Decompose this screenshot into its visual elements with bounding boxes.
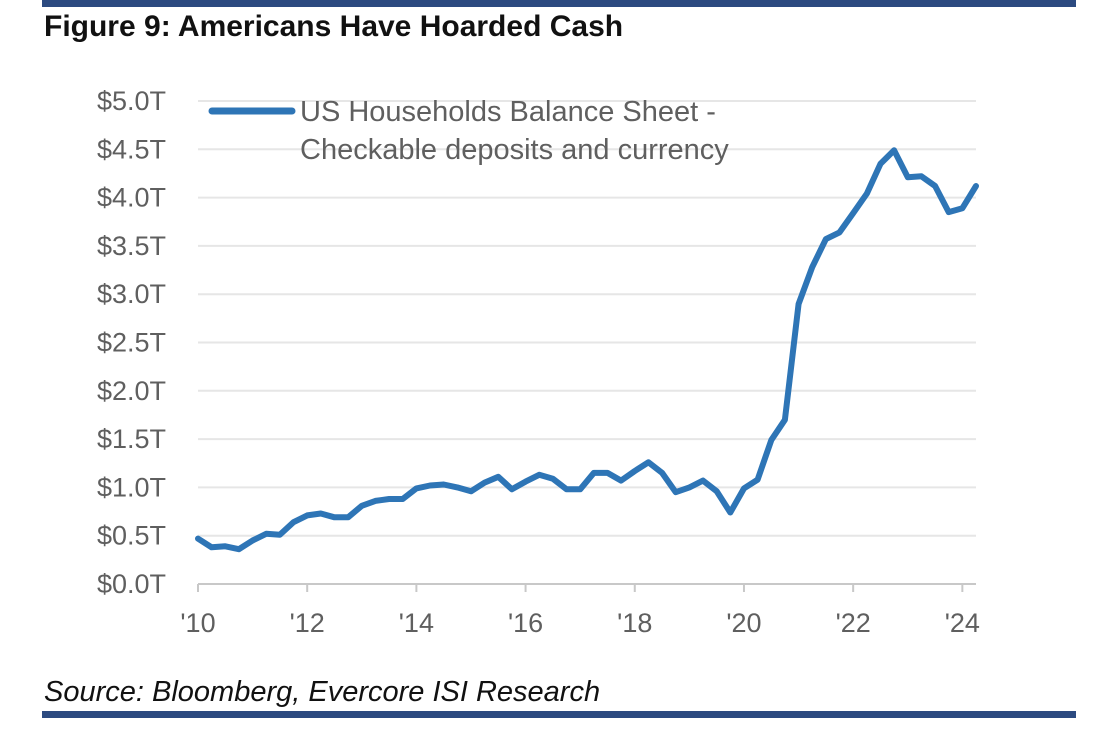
legend: US Households Balance Sheet - Checkable d…	[208, 96, 729, 166]
y-tick-label-2: $1.0T	[97, 472, 166, 502]
x-tick-label-2: '14	[399, 608, 434, 638]
x-tick-label-0: '10	[180, 608, 215, 638]
y-tick-label-3: $1.5T	[97, 424, 166, 454]
figure-title: Figure 9: Americans Have Hoarded Cash	[44, 10, 624, 43]
y-tick-label-6: $3.0T	[97, 279, 166, 309]
x-tick-label-7: '24	[945, 608, 980, 638]
legend-label-line-1: Checkable deposits and currency	[300, 134, 729, 166]
x-tick-label-6: '22	[836, 608, 871, 638]
grid-lines	[198, 100, 976, 537]
x-tick-label-1: '12	[290, 608, 325, 638]
legend-label-line-0: US Households Balance Sheet -	[300, 96, 716, 128]
x-axis	[197, 583, 976, 592]
series-line-0	[195, 147, 979, 553]
source-note: Source: Bloomberg, Evercore ISI Research	[44, 676, 601, 708]
y-tick-label-10: $5.0T	[97, 86, 166, 116]
bottom-rule	[42, 711, 1076, 718]
y-tick-label-0: $0.0T	[97, 569, 166, 599]
x-tick-labels: '10 '12 '14 '16 '18 '20 '22 '24	[180, 608, 980, 638]
series-layer	[195, 147, 979, 553]
y-tick-label-4: $2.0T	[97, 376, 166, 406]
y-tick-label-9: $4.5T	[97, 134, 166, 164]
y-tick-label-7: $3.5T	[97, 231, 166, 261]
x-tick-label-5: '20	[726, 608, 761, 638]
y-tick-label-1: $0.5T	[97, 521, 166, 551]
y-tick-labels: $0.0T $0.5T $1.0T $1.5T $2.0T $2.5T $3.0T $3.5T…	[97, 86, 166, 599]
top-rule	[42, 0, 1076, 7]
x-tick-label-4: '18	[617, 608, 652, 638]
y-tick-label-8: $4.0T	[97, 183, 166, 213]
y-tick-label-5: $2.5T	[97, 328, 166, 358]
x-tick-label-3: '16	[508, 608, 543, 638]
